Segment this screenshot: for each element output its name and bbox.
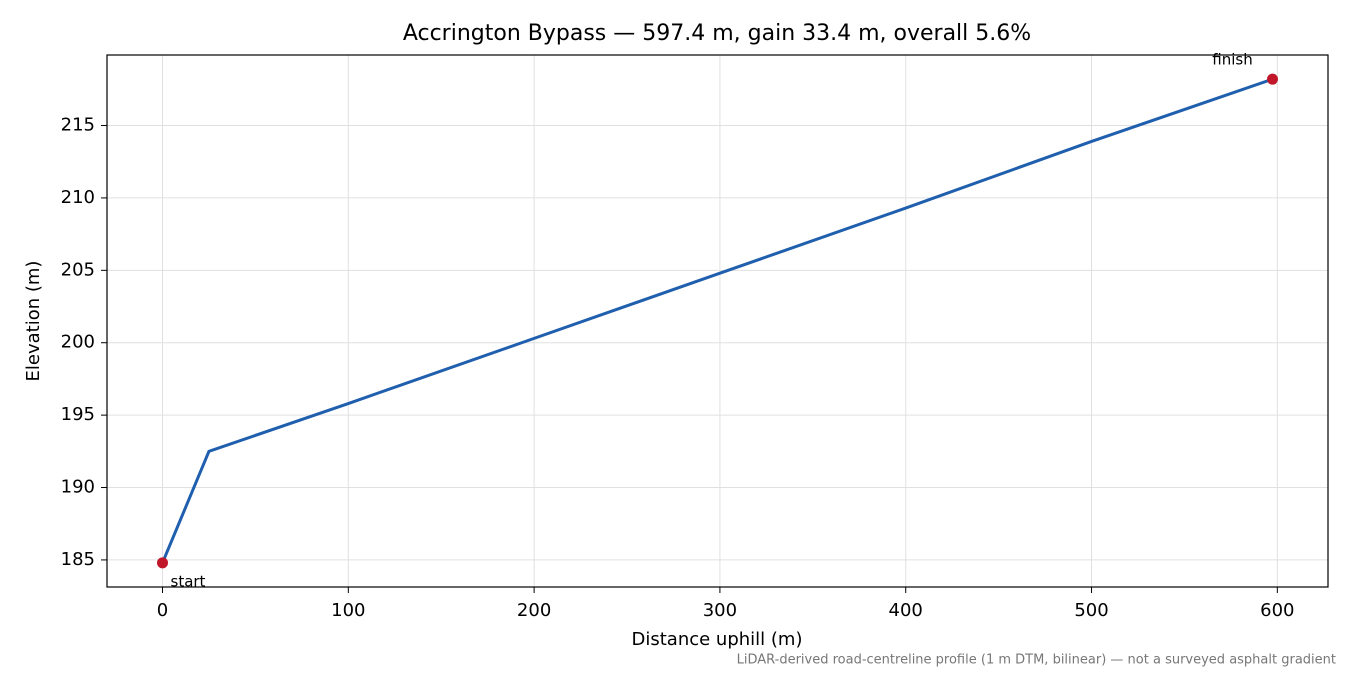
x-axis-label: Distance uphill (m): [632, 629, 803, 650]
y-axis-label: Elevation (m): [23, 261, 44, 382]
x-tick-label: 300: [703, 600, 737, 621]
endpoint-label: finish: [1212, 51, 1252, 69]
y-tick-label: 190: [61, 477, 95, 498]
x-tick-label: 600: [1260, 600, 1294, 621]
x-tick-label: 400: [889, 600, 923, 621]
y-tick-label: 210: [61, 187, 95, 208]
y-tick-label: 195: [61, 404, 95, 425]
y-tick-label: 215: [61, 115, 95, 136]
x-tick-label: 0: [157, 600, 168, 621]
endpoint-label: start: [171, 572, 206, 590]
x-tick-label: 200: [517, 600, 551, 621]
elevation-line: [161, 77, 1273, 564]
x-tick-label: 500: [1074, 600, 1108, 621]
chart-title: Accrington Bypass — 597.4 m, gain 33.4 m…: [403, 21, 1031, 46]
x-tick-label: 100: [331, 600, 365, 621]
footnote: LiDAR-derived road-centreline profile (1…: [737, 653, 1336, 668]
plot-frame: [106, 54, 1329, 588]
endpoint-marker: [157, 557, 168, 569]
y-tick-label: 205: [61, 259, 95, 280]
y-tick-label: 185: [61, 549, 95, 570]
endpoint-marker: [1267, 73, 1278, 85]
y-tick-label: 200: [61, 332, 95, 353]
